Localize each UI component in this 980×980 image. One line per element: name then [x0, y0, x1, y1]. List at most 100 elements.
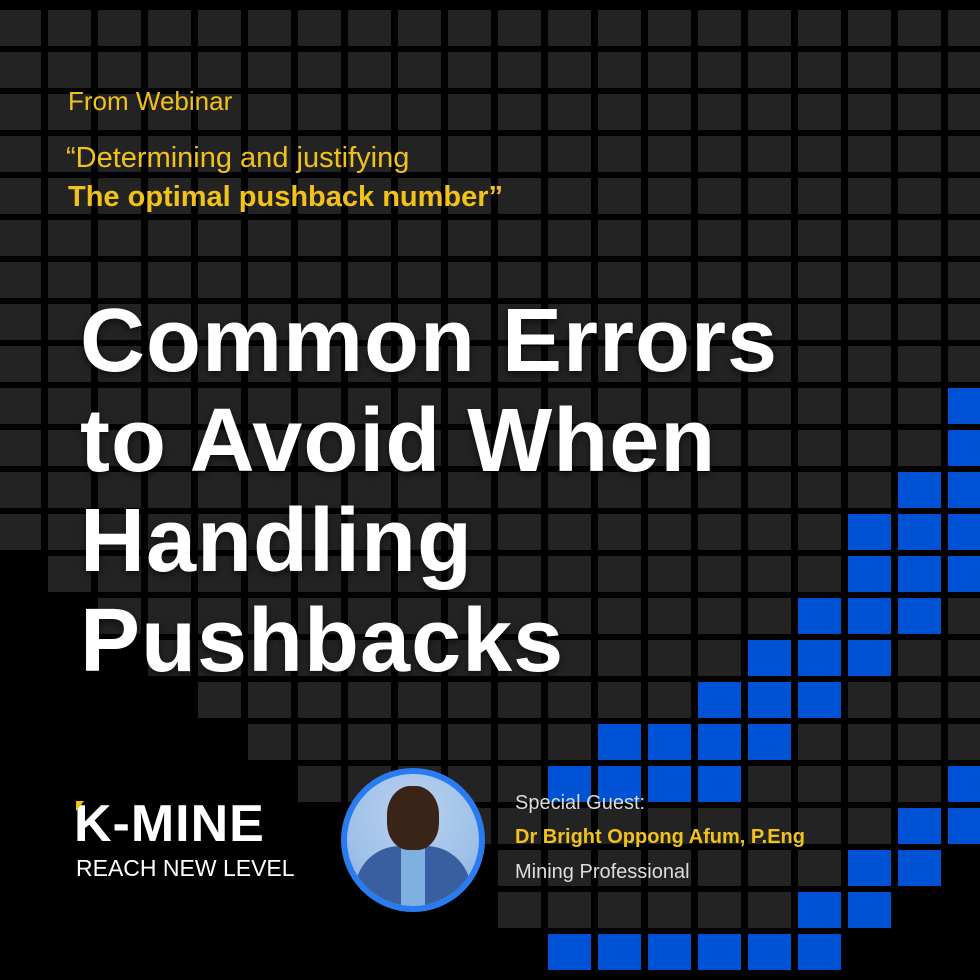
grid-tile: [348, 388, 391, 424]
grid-tile: [198, 472, 241, 508]
grid-tile: [98, 346, 141, 382]
grid-tile: [548, 304, 591, 340]
grid-tile: [898, 10, 941, 46]
webinar-quote-line-1: “Determining and justifying: [66, 142, 410, 174]
webinar-label: From Webinar: [68, 86, 233, 116]
grid-tile: [0, 94, 41, 130]
grid-tile: [548, 682, 591, 718]
grid-tile: [98, 472, 141, 508]
grid-tile: [498, 724, 541, 760]
grid-tile: [598, 682, 641, 718]
grid-tile: [598, 514, 641, 550]
grid-tile: [0, 178, 41, 214]
grid-tile: [748, 850, 791, 886]
grid-tile: [448, 94, 491, 130]
blue-tile: [748, 640, 791, 676]
grid-tile: [198, 220, 241, 256]
grid-tile: [898, 220, 941, 256]
grid-tile: [898, 388, 941, 424]
grid-tile: [298, 136, 341, 172]
grid-tile: [598, 220, 641, 256]
grid-tile: [598, 304, 641, 340]
blue-tile: [598, 934, 641, 970]
avatar-head: [387, 786, 439, 850]
grid-tile: [198, 94, 241, 130]
grid-tile: [498, 892, 541, 928]
avatar-shirt: [401, 848, 425, 906]
grid-tile: [448, 10, 491, 46]
grid-tile: [548, 892, 591, 928]
grid-tile: [898, 640, 941, 676]
grid-tile: [398, 598, 441, 634]
grid-tile: [298, 304, 341, 340]
grid-tile: [848, 178, 891, 214]
grid-tile: [198, 10, 241, 46]
grid-tile: [248, 724, 291, 760]
grid-tile: [248, 514, 291, 550]
grid-tile: [498, 388, 541, 424]
grid-tile: [598, 262, 641, 298]
blue-tile: [848, 850, 891, 886]
grid-tile: [648, 94, 691, 130]
grid-tile: [298, 430, 341, 466]
grid-tile: [498, 178, 541, 214]
grid-tile: [798, 178, 841, 214]
grid-tile: [948, 346, 980, 382]
grid-tile: [848, 346, 891, 382]
grid-tile: [348, 262, 391, 298]
grid-tile: [198, 52, 241, 88]
grid-tile: [748, 892, 791, 928]
grid-tile: [598, 52, 641, 88]
grid-tile: [448, 136, 491, 172]
blue-tile: [748, 934, 791, 970]
grid-tile: [148, 10, 191, 46]
grid-tile: [398, 430, 441, 466]
grid-tile: [298, 94, 341, 130]
grid-tile: [448, 472, 491, 508]
grid-tile: [348, 682, 391, 718]
grid-tile: [898, 136, 941, 172]
grid-tile: [548, 262, 591, 298]
grid-tile: [48, 346, 91, 382]
grid-tile: [848, 94, 891, 130]
grid-tile: [148, 304, 191, 340]
grid-tile: [748, 94, 791, 130]
grid-tile: [148, 178, 191, 214]
grid-tile: [148, 220, 191, 256]
grid-tile: [448, 178, 491, 214]
grid-tile: [748, 10, 791, 46]
grid-tile: [798, 724, 841, 760]
grid-tile: [298, 598, 341, 634]
grid-tile: [798, 10, 841, 46]
grid-tile: [48, 262, 91, 298]
grid-tile: [148, 430, 191, 466]
grid-tile: [198, 304, 241, 340]
grid-tile: [498, 598, 541, 634]
blue-tile: [948, 388, 980, 424]
grid-tile: [0, 304, 41, 340]
grid-tile: [648, 682, 691, 718]
grid-tile: [648, 640, 691, 676]
grid-tile: [198, 178, 241, 214]
grid-tile: [48, 388, 91, 424]
grid-tile: [698, 10, 741, 46]
grid-tile: [948, 640, 980, 676]
grid-tile: [0, 52, 41, 88]
grid-tile: [0, 430, 41, 466]
grid-tile: [398, 136, 441, 172]
grid-tile: [498, 430, 541, 466]
grid-tile: [298, 640, 341, 676]
grid-tile: [398, 472, 441, 508]
grid-tile: [848, 220, 891, 256]
grid-tile: [798, 94, 841, 130]
grid-tile: [148, 388, 191, 424]
blue-tile: [948, 430, 980, 466]
grid-tile: [598, 430, 641, 466]
grid-tile: [398, 304, 441, 340]
grid-tile: [398, 346, 441, 382]
grid-tile: [298, 10, 341, 46]
blue-tile: [598, 766, 641, 802]
grid-tile: [248, 556, 291, 592]
grid-tile: [798, 262, 841, 298]
blue-tile: [798, 640, 841, 676]
